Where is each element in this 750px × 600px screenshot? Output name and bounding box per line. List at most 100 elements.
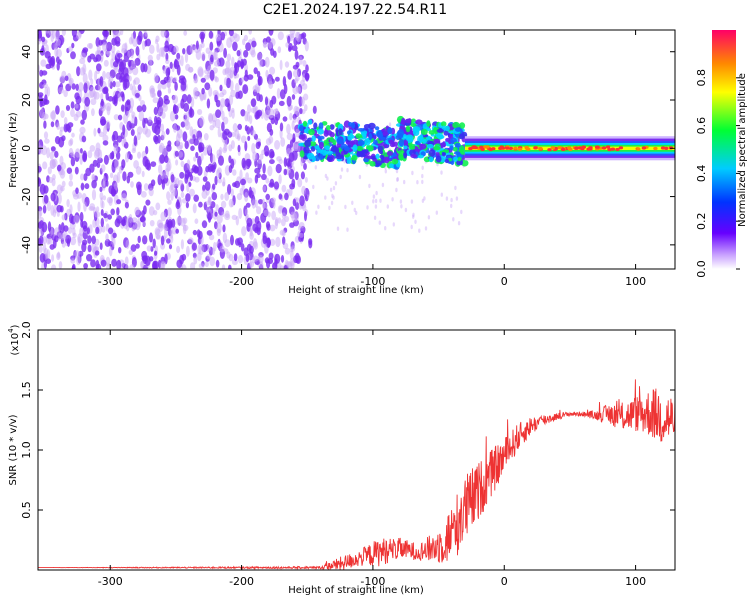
spectrogram-cell bbox=[157, 89, 162, 98]
spectrogram-cell bbox=[154, 250, 158, 256]
spectrogram-cell bbox=[214, 211, 218, 217]
spectrogram-cell bbox=[41, 36, 46, 43]
spectrogram-cell bbox=[277, 46, 282, 54]
spectrogram-cell bbox=[86, 227, 91, 235]
spectrogram-cell bbox=[167, 199, 172, 205]
spectrogram-cell bbox=[42, 83, 48, 89]
spectrogram-y-label: Frequency (Hz) bbox=[8, 112, 19, 188]
spectrogram-cell bbox=[228, 155, 232, 164]
spectrogram-cell bbox=[96, 45, 101, 53]
spectrogram-cell bbox=[140, 260, 144, 269]
spectrogram-cell bbox=[403, 145, 408, 150]
spectrogram-cell bbox=[332, 185, 336, 191]
spectrogram-cell bbox=[206, 254, 212, 260]
spectrogram-cell bbox=[102, 42, 108, 52]
spectrogram-cell bbox=[182, 131, 188, 142]
spectrogram-cell bbox=[159, 154, 166, 164]
spectrogram-cell bbox=[254, 167, 261, 174]
spectrogram-cell bbox=[331, 193, 334, 199]
spectrogram-cell bbox=[311, 156, 316, 162]
spectrogram-cell bbox=[230, 234, 234, 246]
spectrogram-cell bbox=[453, 156, 458, 162]
spectrogram-cell bbox=[435, 210, 438, 215]
spectrogram-cell bbox=[227, 184, 232, 195]
spectrogram-cell bbox=[297, 178, 303, 188]
spectrogram-cell bbox=[123, 137, 127, 145]
x-tick-label: -300 bbox=[98, 575, 123, 588]
spectrogram-cell bbox=[237, 90, 243, 99]
spectrogram-cell bbox=[130, 129, 135, 136]
spectrogram-cell bbox=[410, 122, 417, 128]
spectrogram-cell bbox=[123, 78, 130, 89]
spectrogram-cell bbox=[91, 242, 97, 253]
spectrogram-cell bbox=[302, 204, 307, 211]
y-tick-label: -40 bbox=[20, 236, 33, 254]
spectrogram-cell bbox=[229, 66, 235, 72]
spectrogram-cell bbox=[450, 197, 453, 203]
spectrogram-cell bbox=[76, 66, 81, 77]
spectrogram-cell bbox=[291, 120, 295, 130]
spectrogram-cell bbox=[136, 105, 143, 113]
spectrogram-cell bbox=[46, 86, 51, 97]
spectrogram-cell bbox=[289, 222, 295, 228]
spectrogram-cell bbox=[105, 120, 111, 129]
spectrogram-cell bbox=[195, 151, 199, 159]
spectrogram-cell bbox=[176, 64, 181, 76]
spectrogram-cell bbox=[106, 262, 111, 269]
spectrogram-cell bbox=[412, 212, 415, 217]
spectrogram-cell bbox=[373, 215, 377, 220]
spectrogram-cell bbox=[353, 207, 356, 213]
spectrogram-cell bbox=[274, 216, 279, 226]
spectrogram-cell bbox=[280, 255, 285, 263]
y-tick-label: 1.5 bbox=[20, 381, 33, 399]
spectrogram-cell bbox=[193, 87, 199, 97]
spectrogram-cell bbox=[454, 127, 462, 132]
spectrogram-cell bbox=[298, 232, 304, 238]
spectrogram-cell bbox=[359, 153, 365, 158]
spectrogram-cell bbox=[287, 166, 291, 174]
spectrogram-cell bbox=[459, 122, 466, 129]
spectrogram-cell bbox=[125, 239, 130, 249]
spectrogram-cell bbox=[201, 52, 206, 62]
spectrogram-cell bbox=[317, 204, 320, 209]
spectrogram-cell bbox=[343, 159, 346, 164]
spectrogram-cell bbox=[278, 100, 285, 107]
spectrogram-cell bbox=[325, 150, 334, 155]
spectrogram-cell bbox=[149, 60, 153, 66]
spectrogram-cell bbox=[197, 137, 203, 143]
spectrogram-cell bbox=[120, 30, 124, 36]
spectrogram-cell bbox=[55, 38, 61, 46]
spectrogram-cell bbox=[82, 239, 88, 246]
spectrogram-cell bbox=[117, 53, 123, 58]
spectrogram-cell bbox=[56, 204, 63, 213]
spectrogram-cell bbox=[266, 237, 271, 248]
y-tick-label: 20 bbox=[20, 93, 33, 107]
spectrogram-cell bbox=[166, 79, 171, 89]
spectrogram-cell bbox=[169, 110, 176, 122]
spectrogram-cell bbox=[125, 217, 130, 228]
spectrogram-cell bbox=[197, 91, 201, 98]
spectrogram-cell bbox=[120, 219, 127, 227]
spectrogram-cell bbox=[274, 253, 281, 264]
spectrogram-cell bbox=[218, 155, 224, 166]
spectrogram-cell bbox=[166, 238, 171, 244]
spectrogram-cell bbox=[291, 245, 296, 252]
spectrogram-cell bbox=[303, 163, 307, 170]
spectrogram-cell bbox=[66, 167, 73, 174]
spectrogram-cell bbox=[56, 211, 60, 217]
spectrogram-cell bbox=[160, 171, 165, 180]
spectrogram-cell bbox=[54, 136, 61, 145]
carrier-peak bbox=[547, 148, 552, 152]
spectrogram-cell bbox=[262, 185, 267, 192]
spectrogram-cell bbox=[384, 226, 387, 231]
spectrogram-cell bbox=[458, 133, 465, 140]
spectrogram-cell bbox=[167, 207, 172, 217]
spectrogram-cell bbox=[79, 227, 83, 237]
spectrogram-cell bbox=[51, 110, 56, 121]
spectrogram-cell bbox=[161, 111, 166, 119]
spectrogram-cell bbox=[249, 261, 255, 268]
spectrogram-cell bbox=[246, 217, 253, 227]
spectrogram-cell bbox=[279, 265, 285, 269]
spectrogram-cell bbox=[173, 123, 177, 133]
spectrogram-cell bbox=[154, 38, 159, 45]
